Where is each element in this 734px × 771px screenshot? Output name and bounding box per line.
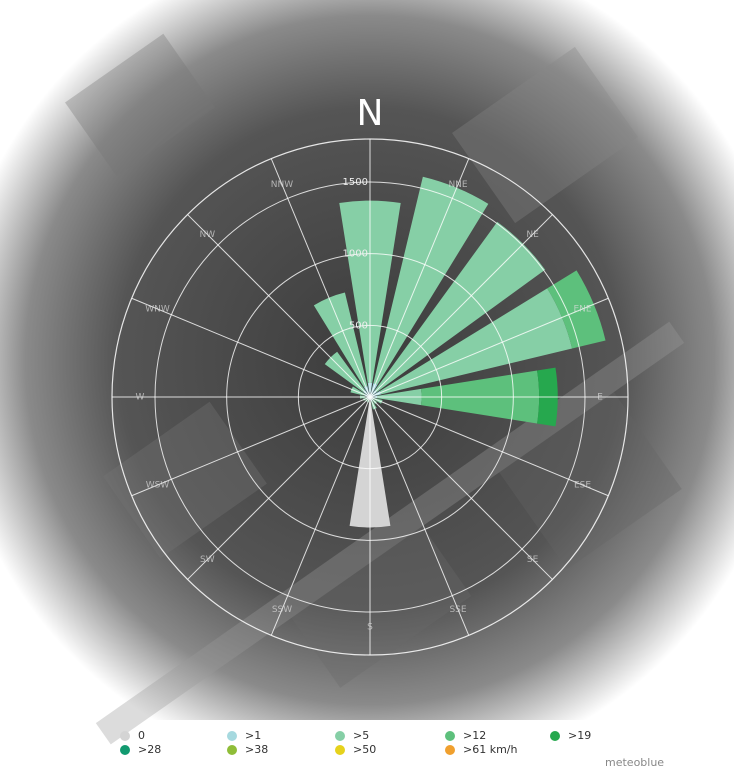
legend-label: >61 km/h: [463, 743, 518, 756]
legend-label: >50: [353, 743, 376, 756]
legend-swatch: [445, 731, 455, 741]
spoke: [369, 396, 609, 497]
legend-label: >1: [245, 729, 261, 742]
rose: 500 1000 1500 N NNE NE ENE E ESE SE SSE S SSW SW WSW W W…: [111, 93, 629, 656]
legend-label: 0: [138, 729, 145, 742]
spoke: [369, 158, 470, 398]
legend-swatch: [120, 745, 130, 755]
spoke: [131, 297, 371, 398]
r-tick-label: 500: [349, 320, 368, 331]
direction-label: NNW: [271, 180, 293, 190]
direction-label: S: [367, 623, 373, 633]
legend-swatch: [120, 731, 130, 741]
legend-label: >38: [245, 743, 268, 756]
spoke: [369, 396, 470, 636]
legend-swatch: [335, 745, 345, 755]
legend-label: >19: [568, 729, 591, 742]
spoke: [270, 158, 371, 398]
direction-label: SSE: [449, 605, 466, 615]
direction-label: SSW: [272, 605, 292, 615]
direction-label: W: [136, 393, 145, 403]
legend-label: >12: [463, 729, 486, 742]
legend-label: >5: [353, 729, 369, 742]
spoke: [187, 214, 371, 398]
legend-swatch: [335, 731, 345, 741]
direction-label: NNE: [448, 180, 467, 190]
direction-label: E: [597, 393, 603, 403]
legend-swatch: [227, 745, 237, 755]
map-texture: [65, 33, 685, 745]
legend-label: >28: [138, 743, 161, 756]
wind-bar-segment: [379, 288, 573, 395]
spoke: [187, 396, 371, 580]
spoke: [270, 396, 371, 636]
spoke: [131, 396, 371, 497]
r-tick-label: 1500: [343, 177, 368, 188]
direction-label: NW: [200, 230, 216, 240]
r-tick-label: 1000: [343, 249, 368, 260]
wind-bar-segment: [313, 292, 368, 388]
wind-bar-segment: [547, 270, 606, 349]
spoke: [369, 297, 609, 398]
direction-label: WSW: [146, 481, 170, 491]
direction-label: ENE: [573, 304, 591, 314]
direction-label: N: [357, 93, 384, 134]
spoke: [369, 396, 553, 580]
legend-swatch: [445, 745, 455, 755]
credit: meteoblue: [605, 756, 664, 769]
direction-label: ESE: [574, 481, 591, 491]
spoke: [369, 214, 553, 398]
direction-label: NE: [526, 230, 539, 240]
direction-label: WNW: [145, 304, 170, 314]
legend-swatch: [227, 731, 237, 741]
direction-label: SW: [200, 555, 215, 565]
legend-swatch: [550, 731, 560, 741]
direction-label: SE: [527, 555, 539, 565]
